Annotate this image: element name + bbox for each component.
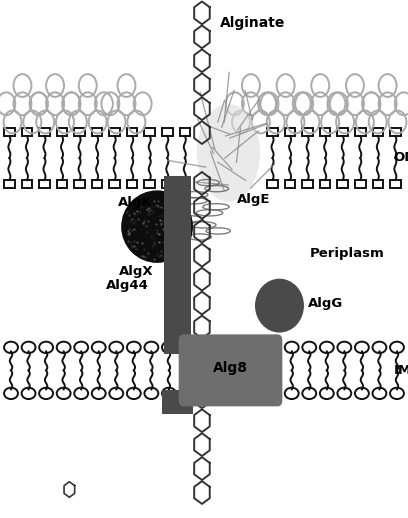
Bar bbox=[162, 180, 173, 189]
Bar bbox=[39, 180, 50, 189]
Bar bbox=[22, 180, 32, 189]
Text: AlgX: AlgX bbox=[119, 265, 154, 279]
Ellipse shape bbox=[109, 387, 123, 399]
FancyBboxPatch shape bbox=[179, 335, 282, 406]
Ellipse shape bbox=[144, 342, 158, 353]
Ellipse shape bbox=[92, 387, 106, 399]
Bar bbox=[180, 128, 190, 136]
Ellipse shape bbox=[197, 104, 260, 202]
Bar bbox=[337, 128, 348, 136]
Text: Alg8: Alg8 bbox=[213, 361, 248, 375]
Bar bbox=[337, 180, 348, 189]
Bar bbox=[57, 128, 67, 136]
Ellipse shape bbox=[302, 387, 316, 399]
Ellipse shape bbox=[255, 279, 304, 333]
FancyBboxPatch shape bbox=[164, 176, 191, 354]
Text: Periplasm: Periplasm bbox=[310, 247, 385, 261]
Ellipse shape bbox=[373, 387, 386, 399]
Ellipse shape bbox=[285, 342, 299, 353]
Bar bbox=[302, 128, 313, 136]
Ellipse shape bbox=[4, 342, 18, 353]
Ellipse shape bbox=[57, 342, 71, 353]
Ellipse shape bbox=[373, 342, 386, 353]
Ellipse shape bbox=[39, 387, 53, 399]
Bar bbox=[390, 180, 401, 189]
Bar bbox=[355, 180, 366, 189]
Ellipse shape bbox=[162, 342, 176, 353]
Bar bbox=[144, 128, 155, 136]
Bar bbox=[285, 180, 295, 189]
Ellipse shape bbox=[390, 387, 404, 399]
Ellipse shape bbox=[74, 387, 88, 399]
Ellipse shape bbox=[337, 342, 351, 353]
Text: AlgK: AlgK bbox=[118, 196, 153, 209]
Ellipse shape bbox=[39, 342, 53, 353]
Ellipse shape bbox=[109, 342, 123, 353]
Bar bbox=[127, 180, 137, 189]
Ellipse shape bbox=[320, 387, 334, 399]
Ellipse shape bbox=[144, 387, 158, 399]
Ellipse shape bbox=[74, 342, 88, 353]
Ellipse shape bbox=[57, 387, 71, 399]
Text: AlgG: AlgG bbox=[308, 296, 343, 310]
Bar bbox=[320, 180, 330, 189]
Ellipse shape bbox=[121, 191, 193, 263]
Bar bbox=[92, 128, 102, 136]
Bar bbox=[39, 128, 50, 136]
Ellipse shape bbox=[162, 387, 176, 399]
Text: OM: OM bbox=[394, 151, 408, 165]
Bar bbox=[144, 180, 155, 189]
Ellipse shape bbox=[127, 387, 141, 399]
Ellipse shape bbox=[337, 387, 351, 399]
Bar bbox=[302, 180, 313, 189]
Bar bbox=[373, 128, 383, 136]
Bar bbox=[4, 128, 15, 136]
Bar bbox=[109, 180, 120, 189]
Bar bbox=[267, 128, 278, 136]
Bar bbox=[74, 180, 85, 189]
Bar bbox=[109, 128, 120, 136]
Bar bbox=[373, 180, 383, 189]
Ellipse shape bbox=[355, 387, 369, 399]
Text: IM: IM bbox=[394, 364, 408, 377]
Text: AlgE: AlgE bbox=[237, 193, 270, 206]
Bar bbox=[180, 180, 190, 189]
Bar bbox=[92, 180, 102, 189]
Ellipse shape bbox=[302, 342, 316, 353]
Ellipse shape bbox=[355, 342, 369, 353]
Bar bbox=[74, 128, 85, 136]
Ellipse shape bbox=[22, 387, 35, 399]
Bar bbox=[4, 180, 15, 189]
Ellipse shape bbox=[320, 342, 334, 353]
Bar bbox=[390, 128, 401, 136]
Text: Alg44: Alg44 bbox=[106, 279, 149, 292]
Ellipse shape bbox=[390, 342, 404, 353]
Bar bbox=[267, 180, 278, 189]
Ellipse shape bbox=[22, 342, 35, 353]
Ellipse shape bbox=[285, 387, 299, 399]
Ellipse shape bbox=[127, 342, 141, 353]
Bar bbox=[22, 128, 32, 136]
FancyBboxPatch shape bbox=[162, 390, 193, 414]
Bar bbox=[355, 128, 366, 136]
Ellipse shape bbox=[4, 387, 18, 399]
Text: Alginate: Alginate bbox=[220, 16, 286, 31]
Bar bbox=[127, 128, 137, 136]
Bar bbox=[285, 128, 295, 136]
Bar bbox=[320, 128, 330, 136]
Bar bbox=[57, 180, 67, 189]
Ellipse shape bbox=[92, 342, 106, 353]
Bar bbox=[162, 128, 173, 136]
